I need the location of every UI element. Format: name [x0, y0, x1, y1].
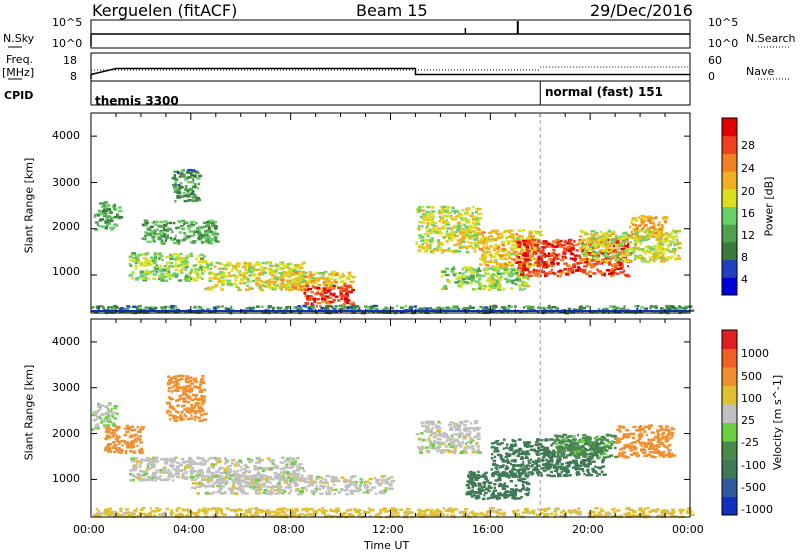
nave-label: Nave: [746, 65, 775, 78]
power-region-8: [415, 205, 483, 255]
power-colorbar-swatch-2: [722, 241, 737, 261]
velocity-colorbar-swatch-2: [722, 459, 737, 479]
freq-label: Freq.: [6, 53, 34, 66]
power-colorbar-swatch-4: [722, 206, 737, 225]
x-tick-6: 00:00: [672, 523, 704, 536]
velocity-region-7: [465, 470, 532, 501]
x-tick-2: 08:00: [273, 523, 305, 536]
vel-cbar-tick-500: 500: [741, 370, 762, 383]
cpid-segment-1: themis 3300: [95, 94, 179, 108]
power-region-10: [478, 229, 544, 269]
cpid-segment-2: normal (fast) 151: [545, 85, 663, 99]
velocity-region-2: [165, 374, 208, 423]
power-cbar-tick-28: 28: [741, 139, 755, 152]
power-colorbar-swatch-8: [722, 135, 737, 154]
power-region-3: [171, 168, 203, 203]
power-cbar-tick-4: 4: [741, 273, 748, 286]
power-colorbar-swatch-9: [722, 118, 737, 137]
power-colorbar-swatch-7: [722, 153, 737, 172]
power-region-13: [627, 214, 669, 241]
x-tick-0: 00:00: [73, 523, 105, 536]
power-y-tick-4000: 4000: [52, 129, 80, 142]
velocity-colorbar-frame: [721, 329, 738, 516]
power-cbar-tick-8: 8: [741, 251, 748, 264]
velocity-colorbar-swatch-3: [722, 441, 737, 460]
nsky-tick-top: 10^5: [52, 16, 83, 29]
vel-cbar-tick-100: 100: [741, 392, 762, 405]
nsky-tick-bottom: 10^0: [52, 37, 83, 50]
velocity-region-4: [191, 474, 396, 496]
power-cbar-tick-16: 16: [741, 207, 755, 220]
station-title: Kerguelen (fitACF): [92, 1, 238, 20]
vel-cbar-tick-m25: -25: [741, 436, 759, 449]
freq-unit-label: [MHz]: [2, 66, 35, 79]
power-region-6: [303, 284, 356, 308]
power-y-tick-1000: 1000: [52, 265, 80, 278]
velocity-colorbar-swatch-7: [722, 367, 737, 386]
power-colorbar-swatch-5: [722, 188, 737, 207]
velocity-colorbar-swatch-8: [722, 348, 737, 368]
power-y-tick-2000: 2000: [52, 220, 80, 233]
velocity-region-9: [553, 433, 620, 459]
nave-tick-top: 60: [708, 54, 722, 67]
vel-y-tick-2000: 2000: [52, 427, 80, 440]
beam-title: Beam 15: [356, 1, 428, 20]
date-title: 29/Dec/2016: [590, 1, 693, 20]
vel-cbar-tick-m100: -100: [741, 459, 766, 472]
freq-tick-bottom: 8: [70, 70, 77, 83]
nsearch-tick-top: 10^5: [708, 16, 739, 29]
nsearch-label: N.Search: [746, 32, 796, 45]
power-region-12: [578, 229, 682, 263]
velocity-colorbar-swatch-4: [722, 422, 737, 442]
velocity-region-3: [128, 456, 307, 482]
power-region-5: [278, 270, 356, 292]
power-cbar-tick-20: 20: [741, 185, 755, 198]
power-colorbar-frame: [721, 117, 738, 296]
power-region-9: [440, 265, 531, 291]
velocity-region-5: [93, 506, 695, 519]
vel-cbar-tick-1000: 1000: [741, 347, 769, 360]
power-colorbar-swatch-0: [722, 277, 737, 296]
cpid-label: CPID: [4, 89, 34, 102]
vel-y-tick-3000: 3000: [52, 381, 80, 394]
velocity-region-1: [103, 424, 146, 455]
vel-y-tick-1000: 1000: [52, 472, 80, 485]
x-tick-4: 16:00: [472, 523, 504, 536]
power-panel-frame: [90, 112, 691, 314]
freq-line: [90, 67, 690, 76]
power-cbar-tick-24: 24: [741, 162, 755, 175]
velocity-colorbar-swatch-0: [722, 496, 737, 516]
power-colorbar-swatch-1: [722, 259, 737, 278]
power-colorbar-swatch-3: [722, 224, 737, 243]
nave-tick-bottom: 0: [708, 70, 715, 83]
power-region-2: [141, 219, 220, 245]
velocity-region-6: [415, 420, 482, 455]
vel-cbar-tick-m500: -500: [741, 481, 766, 494]
velocity-colorbar-swatch-5: [722, 404, 737, 423]
x-tick-1: 04:00: [173, 523, 205, 536]
freq-panel: [90, 52, 691, 82]
velocity-colorbar-swatch-6: [722, 385, 737, 405]
velocity-region-10: [615, 424, 677, 459]
power-colorbar-swatch-6: [722, 171, 737, 190]
vel-y-tick-4000: 4000: [52, 335, 80, 348]
x-axis-label: Time UT: [364, 539, 410, 552]
velocity-colorbar-swatch-9: [722, 330, 737, 349]
power-region-0: [93, 201, 124, 231]
vel-cbar-tick-m1000: -1000: [741, 503, 773, 516]
velocity-colorbar-swatch-1: [722, 478, 737, 497]
power-region-1: [128, 252, 208, 282]
freq-tick-top: 18: [63, 54, 77, 67]
velocity-region-0: [91, 402, 119, 432]
power-y-tick-3000: 3000: [52, 176, 80, 189]
cpid-panel: [90, 80, 691, 106]
vel-cbar-tick-25: 25: [741, 414, 755, 427]
x-tick-5: 20:00: [572, 523, 604, 536]
nsearch-tick-bottom: 10^0: [708, 37, 739, 50]
power-cbar-tick-12: 12: [741, 229, 755, 242]
x-tick-3: 12:00: [372, 523, 404, 536]
nsky-label: N.Sky: [3, 32, 35, 45]
power-region-4: [204, 261, 308, 292]
